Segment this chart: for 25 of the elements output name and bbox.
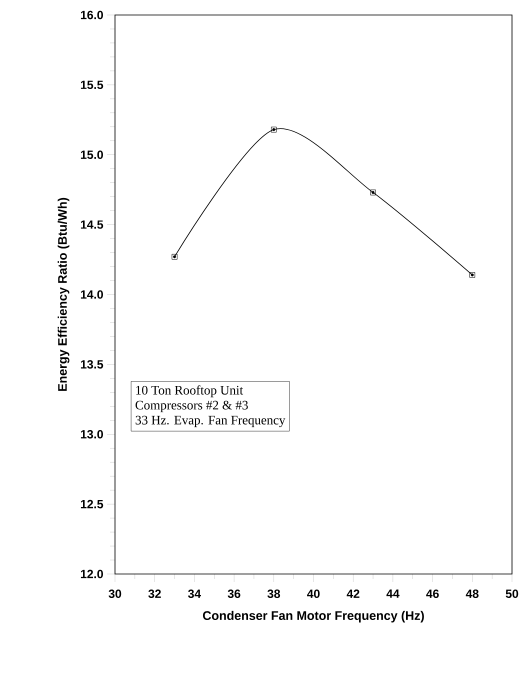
y-tick-label: 12.5 <box>80 500 104 508</box>
y-tick-label: 12.0 <box>80 570 103 578</box>
x-tick-label: 46 <box>426 590 439 598</box>
y-tick-label: 14.5 <box>80 220 104 229</box>
x-tick-label: 32 <box>148 590 161 598</box>
y-axis-title: Energy Efficiency Ratio (Btu/Wh) <box>58 198 70 391</box>
y-tick-label: 13.0 <box>80 430 103 438</box>
y-tick-label: 13.5 <box>80 360 104 369</box>
y-tick-label: 15.5 <box>80 80 104 90</box>
x-tick-label: 34 <box>188 590 201 598</box>
annotation: Compressors #2 & #3 <box>136 400 248 412</box>
x-tick-label: 44 <box>386 590 400 598</box>
x-tick-label: 50 <box>506 590 518 598</box>
x-tick-label: 38 <box>267 590 280 598</box>
x-tick-label: 36 <box>228 590 240 598</box>
x-tick-label: 40 <box>307 590 320 598</box>
x-tick-label: 42 <box>346 590 360 598</box>
x-tick-label: 30 <box>108 590 122 598</box>
x-axis-title: Condenser Fan Motor Frequency (Hz) <box>202 610 424 622</box>
x-tick-label: 48 <box>466 590 479 598</box>
y-tick-label: 14.0 <box>80 290 103 299</box>
y-tick-label: 15.0 <box>80 150 103 159</box>
y-tick-label: 16.0 <box>80 10 103 20</box>
annotation: 10 Ton Rooftop Unit <box>136 385 244 398</box>
annotation: 33 Hz. Evap. Fan Frequency <box>136 416 286 428</box>
